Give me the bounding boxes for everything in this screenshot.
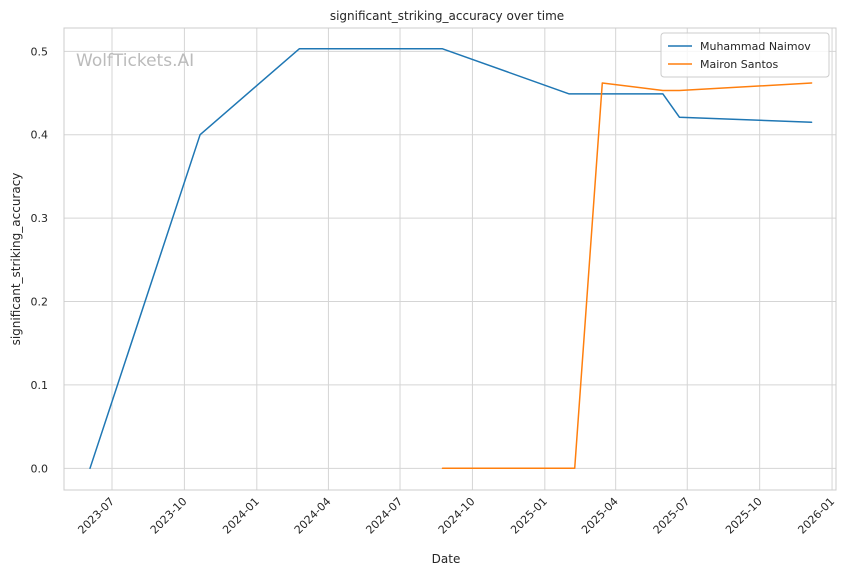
y-tick-label: 0.4 — [31, 129, 49, 142]
y-tick-label: 0.5 — [31, 45, 49, 58]
y-tick-label: 0.3 — [31, 212, 49, 225]
series-line-1 — [89, 48, 813, 470]
legend-items: Muhammad Naimov Mairon Santos — [668, 40, 811, 71]
y-tick-labels: 0.0 0.1 0.2 0.3 0.4 0.5 — [31, 45, 49, 475]
watermark: WolfTickets.AI — [76, 51, 194, 71]
y-tick-label: 0.0 — [31, 462, 49, 475]
legend-box — [660, 32, 830, 78]
plot-frame — [63, 27, 837, 491]
x-axis-label: Date — [432, 552, 461, 566]
y-axis-label: significant_striking_accuracy — [9, 173, 23, 346]
y-tick-label: 0.2 — [31, 296, 49, 309]
legend-label-2: Mairon Santos — [700, 58, 779, 71]
chart-title: significant_striking_accuracy over time — [330, 9, 564, 23]
y-tick-label: 0.1 — [31, 379, 49, 392]
series-line-2 — [441, 82, 813, 470]
legend: Muhammad Naimov Mairon Santos — [660, 32, 830, 78]
series-layer — [89, 48, 813, 470]
legend-label-1: Muhammad Naimov — [700, 40, 811, 53]
